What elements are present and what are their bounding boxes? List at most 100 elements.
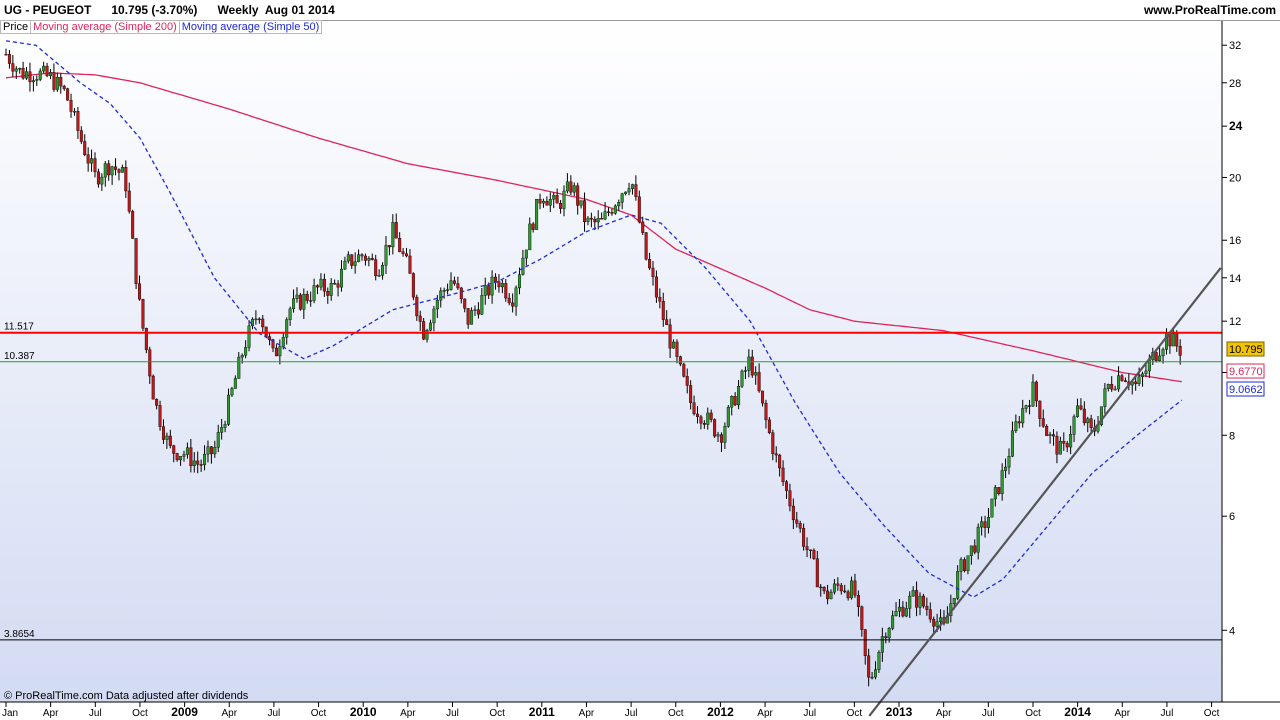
candle-body xyxy=(357,254,361,262)
candle-body xyxy=(72,111,76,113)
candle-body xyxy=(127,190,131,212)
candle-body xyxy=(781,467,785,483)
candle-body xyxy=(124,167,128,192)
candle-body xyxy=(699,416,703,424)
candle-body xyxy=(374,259,378,277)
candle-body xyxy=(18,68,22,70)
y-tick-label: 4 xyxy=(1229,625,1235,637)
candle-body xyxy=(939,617,943,622)
candle-body xyxy=(778,454,782,469)
candle-body xyxy=(959,559,963,572)
candle-body xyxy=(1058,440,1062,455)
plot-background xyxy=(0,20,1222,702)
candle-body xyxy=(172,445,176,454)
candle-body xyxy=(1113,388,1117,391)
candle-body xyxy=(935,621,939,627)
candle-body xyxy=(651,267,655,278)
x-tick-label: 2011 xyxy=(529,705,555,719)
x-tick-label: Apr xyxy=(936,708,952,719)
candle-body xyxy=(487,285,491,296)
candle-body xyxy=(305,293,309,301)
candle-body xyxy=(360,254,364,257)
candle-body xyxy=(449,280,453,290)
candle-body xyxy=(1082,408,1086,424)
candle-body xyxy=(603,211,607,220)
candle-body xyxy=(497,281,501,288)
x-tick-label: 2014 xyxy=(1064,705,1091,719)
candle-body xyxy=(387,245,391,248)
candle-body xyxy=(59,76,63,87)
candle-body xyxy=(559,202,563,209)
candle-body xyxy=(730,396,734,408)
y-tick-label: 32 xyxy=(1229,40,1241,52)
hline-label: 11.517 xyxy=(4,322,34,333)
candle-body xyxy=(1004,466,1008,471)
x-tick-label: Apr xyxy=(1114,708,1130,719)
candle-body xyxy=(216,432,220,448)
candle-body xyxy=(333,283,337,285)
candle-body xyxy=(500,283,504,288)
candle-body xyxy=(350,254,354,266)
candle-body xyxy=(346,254,350,262)
legend-ma50[interactable]: Moving average (Simple 50) xyxy=(178,20,323,34)
legend-ma200[interactable]: Moving average (Simple 200) xyxy=(30,20,180,34)
candle-body xyxy=(593,218,597,223)
candle-body xyxy=(292,298,296,310)
candle-body xyxy=(771,432,775,454)
candle-body xyxy=(757,372,761,392)
x-tick-label: Apr xyxy=(757,708,773,719)
candle-body xyxy=(928,609,932,620)
candle-body xyxy=(904,608,908,617)
candle-body xyxy=(151,375,155,400)
candle-body xyxy=(114,166,118,170)
candle-body xyxy=(227,394,231,425)
candle-body xyxy=(1069,434,1073,448)
candle-body xyxy=(247,325,251,348)
x-tick-label: Jul xyxy=(625,708,638,719)
x-tick-label: Jul xyxy=(89,708,102,719)
candle-body xyxy=(209,446,213,455)
candle-body xyxy=(1161,349,1165,357)
hline-label: 10.387 xyxy=(4,351,35,362)
candle-body xyxy=(244,347,248,356)
candle-body xyxy=(192,460,196,467)
value-tag-label: 9.0662 xyxy=(1229,384,1263,396)
candle-body xyxy=(131,211,135,239)
candle-body xyxy=(120,167,124,173)
candle-body xyxy=(880,636,884,653)
candle-body xyxy=(713,419,717,437)
candle-body xyxy=(21,68,25,79)
legend-price[interactable]: Price xyxy=(0,20,32,34)
candle-body xyxy=(956,571,960,599)
candle-body xyxy=(648,259,652,269)
candle-body xyxy=(620,193,624,203)
candle-body xyxy=(196,460,200,465)
candle-body xyxy=(103,163,107,178)
candle-body xyxy=(808,549,812,552)
candle-body xyxy=(798,523,802,529)
brand-link[interactable]: www.ProRealTime.com xyxy=(1143,3,1276,17)
candle-body xyxy=(138,283,142,300)
candle-body xyxy=(915,590,919,608)
candle-body xyxy=(439,290,443,301)
candle-body xyxy=(1041,418,1045,427)
candle-body xyxy=(285,319,289,338)
candle-body xyxy=(456,283,460,289)
x-tick-label: Oct xyxy=(668,708,684,719)
horizontal-lines[interactable]: 11.517 10.387 3.8654 xyxy=(0,322,1222,641)
candle-body xyxy=(887,628,891,639)
candle-body xyxy=(524,249,528,259)
x-tick-label: 2012 xyxy=(707,705,734,719)
candle-body xyxy=(494,276,498,282)
candle-body xyxy=(309,300,313,302)
x-axis: Jan Apr Jul Oct 2009 Apr Jul Oct 2010 Apr Jul Oct 20… xyxy=(2,702,1220,719)
ma50-series xyxy=(5,40,1183,598)
candle-body xyxy=(596,218,600,223)
candle-body xyxy=(644,232,648,260)
ma200-line xyxy=(5,72,1182,383)
chart-header: UG - PEUGEOT 10.795 (-3.70%) Weekly Aug … xyxy=(0,0,1280,21)
trendline-layer[interactable] xyxy=(868,267,1222,717)
candle-body xyxy=(1141,373,1145,378)
candle-body xyxy=(774,453,778,456)
